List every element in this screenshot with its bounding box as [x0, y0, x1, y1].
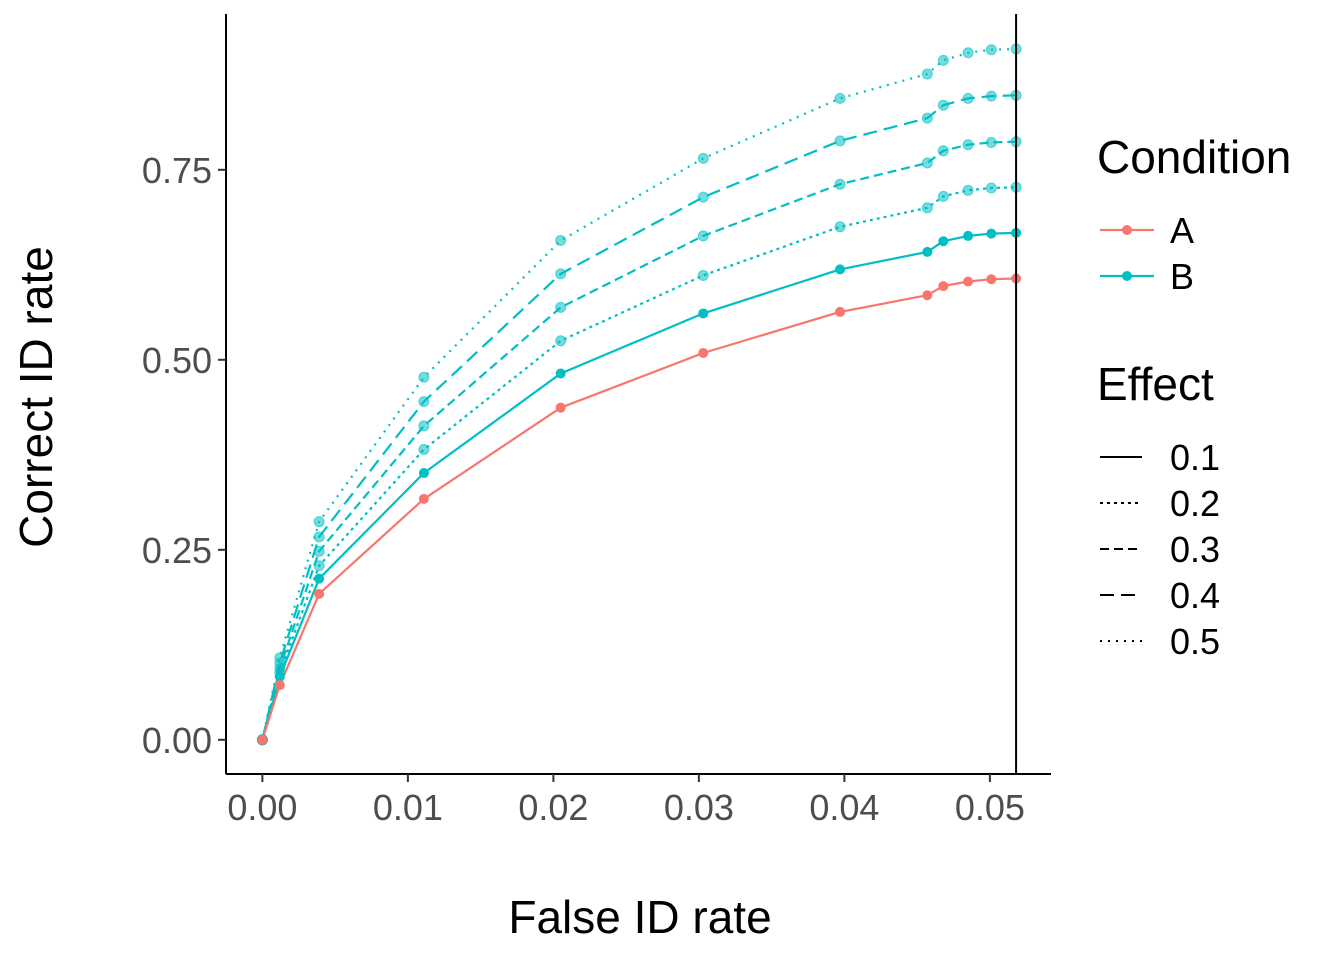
legend-effect: Effect 0.1 0.2 0.3 0.4 0.5: [1097, 358, 1220, 662]
data-point: [921, 68, 933, 80]
data-point: [835, 306, 846, 317]
data-point: [962, 139, 974, 151]
points-layer: [256, 43, 1022, 746]
data-point: [313, 516, 325, 528]
legend-label: 0.5: [1170, 621, 1220, 662]
data-point: [937, 54, 949, 66]
data-point: [986, 274, 997, 285]
y-tick-label: 0.25: [142, 530, 212, 571]
data-point: [834, 92, 846, 104]
data-point: [698, 308, 709, 319]
data-point: [921, 202, 933, 214]
series-line-b-0-1: [261, 231, 1017, 741]
data-point: [938, 281, 949, 292]
data-point: [697, 191, 709, 203]
data-point: [937, 145, 949, 157]
legend-key-point: [1122, 271, 1132, 281]
x-tick-label: 0.04: [809, 787, 879, 828]
y-tick-label: 0.75: [142, 150, 212, 191]
x-tick-label: 0.00: [227, 787, 297, 828]
series-layer: [261, 47, 1017, 741]
legend-condition: Condition AB: [1097, 131, 1291, 297]
data-point: [697, 230, 709, 242]
data-point: [921, 157, 933, 169]
y-tick-label: 0.00: [142, 720, 212, 761]
data-point: [555, 268, 567, 280]
data-point: [962, 92, 974, 104]
legend-label: B: [1170, 256, 1194, 297]
data-point: [922, 290, 933, 301]
data-point: [962, 184, 974, 196]
data-point: [922, 246, 933, 257]
data-point: [257, 734, 268, 745]
plot-area: [256, 14, 1022, 774]
data-point: [985, 136, 997, 148]
data-point: [313, 545, 325, 557]
legend-label: A: [1170, 210, 1194, 251]
data-point: [938, 236, 949, 247]
data-point: [418, 443, 430, 455]
legend-effect-title: Effect: [1097, 358, 1214, 410]
data-point: [314, 573, 325, 584]
data-point: [937, 190, 949, 202]
data-point: [313, 560, 325, 572]
data-point: [834, 178, 846, 190]
legend-condition-items: AB: [1100, 210, 1194, 297]
data-point: [921, 112, 933, 124]
series-line-a-0-1: [261, 277, 1017, 741]
data-point: [698, 347, 709, 358]
data-point: [418, 468, 429, 479]
data-point: [555, 234, 567, 246]
legend-key-point: [1122, 225, 1132, 235]
legend-effect-items: 0.1 0.2 0.3 0.4 0.5: [1100, 437, 1220, 662]
axes: 0.00 0.01 0.02 0.03 0.04 0.05 0.00 0.25 0.50 0.7…: [142, 14, 1051, 828]
data-point: [418, 493, 429, 504]
data-point: [835, 264, 846, 275]
legend-label: 0.4: [1170, 575, 1220, 616]
series-line-b-0-4: [261, 94, 1017, 741]
x-tick-label: 0.05: [955, 787, 1025, 828]
data-point: [314, 588, 325, 599]
data-point: [274, 680, 285, 691]
legend-condition-title: Condition: [1097, 131, 1291, 183]
data-point: [274, 671, 285, 682]
x-ticks: 0.00 0.01 0.02 0.03 0.04 0.05: [227, 774, 1025, 828]
data-point: [555, 301, 567, 313]
y-ticks: 0.00 0.25 0.50 0.75: [142, 150, 226, 761]
data-point: [555, 335, 567, 347]
legend-label: 0.2: [1170, 483, 1220, 524]
data-point: [418, 396, 430, 408]
x-tick-label: 0.03: [664, 787, 734, 828]
data-point: [963, 276, 974, 287]
data-point: [963, 230, 974, 241]
data-point: [937, 99, 949, 111]
data-point: [697, 152, 709, 164]
legend-label: 0.1: [1170, 437, 1220, 478]
y-axis-title: Correct ID rate: [10, 246, 62, 548]
legend-label: 0.3: [1170, 529, 1220, 570]
data-point: [985, 182, 997, 194]
data-point: [962, 47, 974, 59]
data-point: [985, 90, 997, 102]
data-point: [555, 368, 566, 379]
y-tick-label: 0.50: [142, 340, 212, 381]
data-point: [418, 371, 430, 383]
data-point: [313, 531, 325, 543]
x-tick-label: 0.01: [373, 787, 443, 828]
x-axis-title: False ID rate: [508, 891, 771, 943]
data-point: [697, 269, 709, 281]
series-line-b-0-5: [261, 47, 1017, 741]
data-point: [418, 420, 430, 432]
data-point: [834, 221, 846, 233]
data-point: [986, 228, 997, 239]
data-point: [834, 135, 846, 147]
data-point: [274, 652, 286, 664]
data-point: [985, 44, 997, 56]
data-point: [555, 402, 566, 413]
x-tick-label: 0.02: [518, 787, 588, 828]
